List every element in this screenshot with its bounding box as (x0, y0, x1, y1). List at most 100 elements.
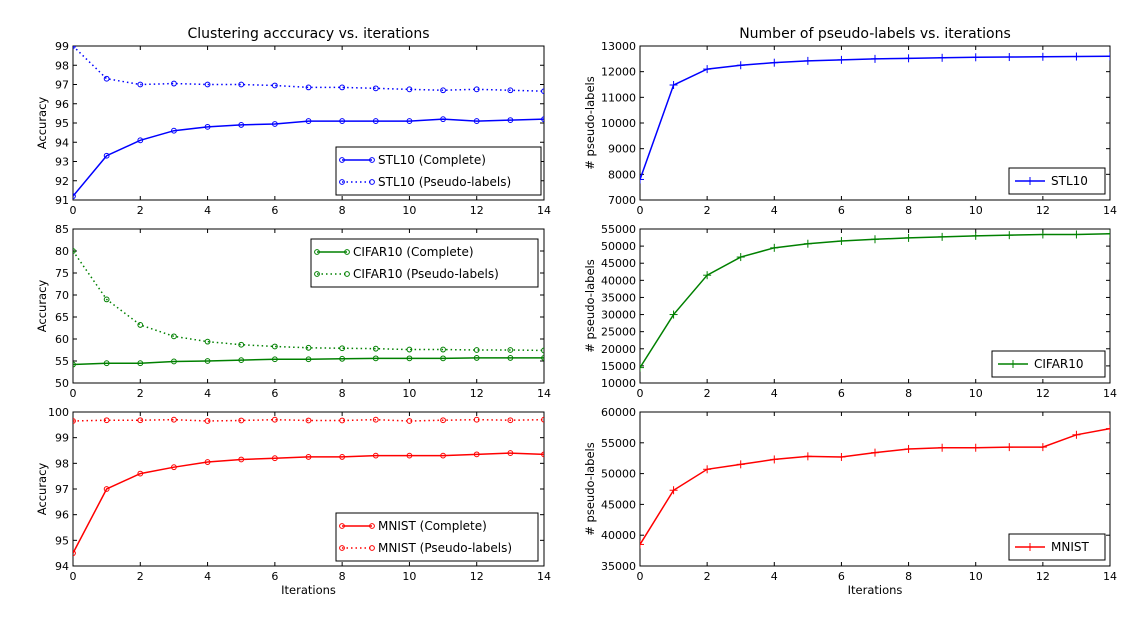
legend-box (335, 512, 539, 562)
data-point (204, 358, 211, 364)
y-tick-label: 55000 (601, 437, 636, 450)
data-point (770, 243, 779, 252)
x-tick-label: 10 (969, 570, 983, 583)
series-line (73, 452, 544, 554)
legend-marker (369, 157, 375, 163)
y-tick-label: 92 (55, 175, 69, 188)
x-tick-label: 6 (838, 204, 845, 217)
series-line (73, 250, 544, 352)
data-point (238, 456, 245, 463)
data-point (837, 55, 846, 64)
plot-area (640, 52, 1110, 184)
series-line (73, 118, 544, 197)
data-point (137, 470, 144, 477)
data-point (938, 443, 947, 452)
axes-frame (639, 411, 1111, 567)
legend-label: MNIST (1051, 540, 1089, 554)
data-point (971, 53, 980, 62)
x-tick-label: 10 (402, 204, 416, 217)
data-point (1072, 52, 1081, 61)
y-tick-label: 8000 (608, 168, 636, 181)
x-tick-label: 8 (339, 204, 346, 217)
y-tick-label: 97 (55, 79, 69, 92)
y-tick-label: 30000 (601, 309, 636, 322)
data-point (1038, 52, 1047, 61)
data-point (770, 58, 779, 67)
data-point (669, 310, 678, 319)
y-tick-label: 50000 (601, 468, 636, 481)
subplot-2: 0 2 4 6 8 10 12 14 50 55 60 65 70 75 80 85 Accuracy CIFAR… (35, 223, 551, 400)
data-point (440, 417, 446, 424)
series-line (73, 418, 544, 422)
x-tick-label: 2 (137, 387, 144, 400)
data-point (238, 341, 245, 348)
axes-frame (72, 228, 545, 384)
legend-label: STL10 (Pseudo-labels) (378, 175, 511, 189)
x-tick-label: 6 (838, 387, 845, 400)
y-tick-label: 100 (48, 406, 69, 419)
data-point (703, 465, 712, 474)
data-point (541, 355, 544, 361)
subplot-4: 0 2 4 6 8 10 12 14 7000 8000 9000 10000 11000 12000 13… (583, 26, 1117, 217)
legend: MNIST (1008, 533, 1106, 561)
x-axis-label: Iterations (281, 583, 336, 597)
y-axis-label: Accuracy (35, 463, 49, 516)
data-point (770, 455, 779, 464)
legend: CIFAR10 (991, 350, 1106, 378)
subplot-3: 0 2 4 6 8 10 12 14 94 95 96 97 98 99 100 Accuracy Iterat… (35, 406, 551, 597)
data-point (541, 88, 544, 95)
x-axis-label: Iterations (848, 583, 903, 597)
x-tick-label: 12 (1036, 387, 1050, 400)
axes-frame (639, 228, 1111, 384)
legend: STL10 (1008, 167, 1106, 195)
y-axis-label: # pseudo-labels (583, 76, 597, 169)
data-point (640, 540, 644, 549)
data-point (103, 152, 110, 159)
data-point (271, 455, 278, 462)
data-point (507, 450, 514, 456)
data-point (339, 84, 346, 91)
legend-marker (339, 545, 345, 551)
plot-area (73, 248, 544, 368)
data-point (473, 118, 480, 124)
data-point (1005, 231, 1014, 240)
data-point (541, 347, 544, 354)
y-tick-label: 25000 (601, 326, 636, 339)
x-tick-label: 4 (204, 204, 211, 217)
data-point (406, 418, 413, 424)
legend-marker (369, 179, 375, 185)
x-tick-label: 10 (402, 570, 416, 583)
data-point (803, 56, 812, 65)
x-tick-label: 8 (905, 570, 912, 583)
subplot-1: 0 2 4 6 8 10 12 14 91 92 93 94 95 96 97 98 99 Clustering … (35, 26, 551, 217)
y-tick-label: 97 (55, 483, 69, 496)
y-tick-label: 65 (55, 311, 69, 324)
data-point (204, 338, 211, 345)
y-tick-label: 95 (55, 534, 69, 547)
data-point (507, 117, 514, 124)
data-point (238, 81, 245, 88)
legend-marker (369, 523, 375, 529)
x-tick-label: 10 (969, 387, 983, 400)
x-tick-label: 0 (70, 204, 77, 217)
plot-area (73, 46, 544, 200)
y-tick-label: 45000 (601, 498, 636, 511)
x-tick-label: 0 (70, 387, 77, 400)
data-point (137, 137, 144, 144)
data-point (103, 417, 110, 424)
y-tick-label: 55 (55, 355, 69, 368)
data-point (440, 452, 446, 459)
x-tick-label: 12 (470, 570, 484, 583)
data-point (473, 451, 480, 458)
x-tick-label: 8 (339, 387, 346, 400)
data-point (137, 322, 144, 328)
x-tick-label: 10 (969, 204, 983, 217)
x-tick-label: 8 (905, 204, 912, 217)
data-point (640, 175, 644, 184)
data-point (339, 118, 346, 124)
data-point (837, 452, 846, 461)
x-tick-label: 6 (271, 387, 278, 400)
data-point (372, 416, 379, 423)
data-point (971, 443, 980, 452)
data-point (440, 355, 446, 362)
